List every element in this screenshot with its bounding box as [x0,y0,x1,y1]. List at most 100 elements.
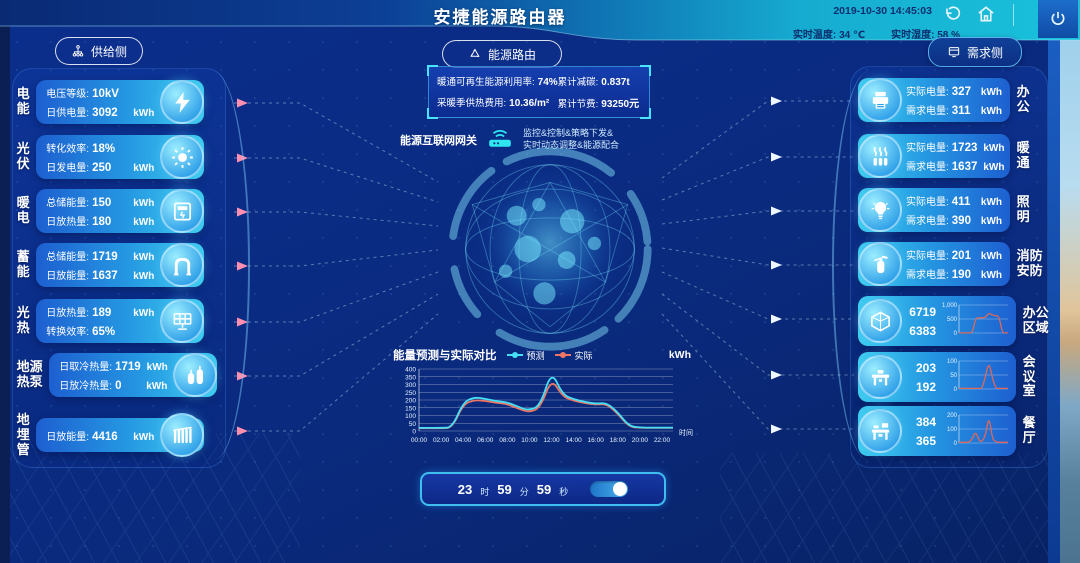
svg-text:350: 350 [405,374,416,381]
sun-icon [160,135,205,179]
minute-field[interactable]: 59 [497,481,512,497]
demand-card[interactable]: 384 365 200 100 0 [858,406,1016,456]
supply-card[interactable]: 总储能量: 150 kWh 日放热量: 180 kWh [36,189,205,233]
demand-item-办公区域: 6719 6383 1,000 500 0 办公区域 [858,296,1049,346]
energy-router-button[interactable]: 能源路由 [442,40,562,68]
recycle-icon [470,48,480,58]
stat-line: 总储能量: 150 kWh [46,197,155,209]
stat-line: 实际电量: 411 kWh [906,196,1002,208]
home-icon[interactable] [976,4,996,24]
side-label: 办公 [1016,84,1030,114]
supply-card[interactable]: 日取冷热量: 1719 kWh 日放冷热量: 0 kWh [49,353,218,397]
toggle-knob [613,482,628,496]
forecast-chart-section: 能量预测与实际对比 预测 实际 kWh 400 350 300 250 200 150 10… [393,347,695,464]
svg-text:时间: 时间 [679,428,693,437]
demand-card[interactable]: 实际电量: 1723 kWh 需求电量: 1637 kWh [858,134,1010,178]
gateway-label: 能源互联网网关 [400,134,477,147]
globe-visualization [437,138,663,360]
supply-side-button[interactable]: 供给侧 [55,37,143,65]
side-label: 餐厅 [1022,415,1036,445]
side-label: 光热 [16,305,30,335]
supply-card[interactable]: 电压等级: 10kV 日供电量: 3092 kWh [36,80,205,124]
svg-text:00:00: 00:00 [411,437,428,444]
svg-text:150: 150 [405,405,416,412]
demand-card[interactable]: 实际电量: 327 kWh 需求电量: 311 kWh [858,78,1010,122]
supply-item-地埋管: 地埋管 日放能量: 4416 kWh [16,412,205,458]
second-field[interactable]: 59 [536,481,552,497]
header-separator [1013,4,1014,26]
router-icon [487,124,513,155]
demand-values: 203 192 [915,360,936,394]
svg-text:06:00: 06:00 [477,437,494,444]
demand-card[interactable]: 203 192 100 50 0 [858,352,1016,402]
left-edge-strip [0,0,10,563]
supply-item-蓄能: 蓄能 总储能量: 1719 kWh 日放能量: 1637 kWh [16,243,205,287]
svg-text:100: 100 [405,413,416,420]
svg-text:400: 400 [405,367,416,374]
svg-text:50: 50 [950,373,957,379]
side-label: 办公区域 [1022,305,1049,335]
stat-line: 日取冷热量: 1719 kWh [59,361,168,373]
stat-line: 日放热量: 189 kWh [46,307,155,319]
building-icon [858,299,902,343]
svg-text:500: 500 [947,317,958,323]
hour-field[interactable]: 23 [457,481,473,497]
svg-text:0: 0 [954,331,958,337]
svg-text:18:00: 18:00 [610,437,627,444]
bulb-icon [858,188,902,232]
demand-side-button[interactable]: 需求侧 [928,37,1022,67]
demand-card[interactable]: 实际电量: 201 kWh 需求电量: 190 kWh [858,242,1010,286]
stat-line: 实际电量: 201 kWh [906,250,1002,262]
stat-line: 需求电量: 390 kWh [906,215,1002,227]
humidity-readout: 实时湿度: 58 % [891,30,960,41]
stat-line: 日放能量: 4416 kWh [46,430,155,443]
demand-card[interactable]: 实际电量: 411 kWh 需求电量: 390 kWh [858,188,1010,232]
play-toggle[interactable] [590,481,629,497]
corner-bracket [640,65,651,76]
stat-line: 日放能量: 1637 kWh [46,270,155,282]
heating-icon [858,134,902,178]
kpi-carbon-saved: 累计减碳: 0.837t [557,77,630,88]
svg-text:10:00: 10:00 [521,437,538,444]
supply-card[interactable]: 日放热量: 189 kWh 转换效率: 65% [36,299,205,343]
supply-card[interactable]: 总储能量: 1719 kWh 日放能量: 1637 kWh [36,243,205,287]
mesh-decoration-right [720,453,1050,563]
kpi-heating-cost: 采暖季供热费用: 10.36/m² [437,98,550,109]
side-label: 地埋管 [16,412,30,457]
side-label: 暖通 [1016,140,1030,170]
stat-line: 日放热量: 180 kWh [46,216,155,228]
legend-actual[interactable]: 实际 [554,349,593,362]
demand-values: 6719 6383 [909,304,936,338]
demand-item-办公: 实际电量: 327 kWh 需求电量: 311 kWh 办公 [858,78,1030,122]
supply-card[interactable]: 日放能量: 4416 kWh [36,413,205,458]
stat-line: 日供电量: 3092 kWh [46,107,155,119]
mini-line-chart: 100 50 0 [947,359,1008,393]
environment-readouts: 实时温度: 34 ℃ 实时湿度: 58 % [793,26,960,41]
svg-text:300: 300 [405,382,416,389]
demand-card[interactable]: 6719 6383 1,000 500 0 [858,296,1016,346]
svg-text:22:00: 22:00 [654,437,671,444]
supply-item-地源热泵: 地源热泵 日取冷热量: 1719 kWh 日放冷热量: 0 kWh [16,353,218,397]
demand-item-会议室: 203 192 100 50 0 会议室 [858,352,1036,402]
legend-forecast[interactable]: 预测 [506,349,545,362]
undo-icon[interactable] [942,4,962,24]
chart-header: 能量预测与实际对比 预测 实际 kWh [393,347,695,363]
extinguisher-icon [858,242,902,286]
power-button[interactable] [1038,0,1078,38]
stat-line: 需求电量: 1637 kWh [906,161,1005,173]
supply-card[interactable]: 转化效率: 18% 日发电量: 250 kWh [36,135,205,179]
supply-item-光热: 光热 日放热量: 189 kWh 转换效率: 65% [16,299,205,343]
side-label: 会议室 [1022,353,1036,399]
stat-line: 总储能量: 1719 kWh [46,251,155,263]
svg-text:100: 100 [947,359,958,365]
stat-line: 实际电量: 327 kWh [906,86,1002,98]
stat-line: 需求电量: 311 kWh [906,105,1002,117]
hour-unit: 时 [480,486,490,497]
svg-text:0: 0 [954,441,958,447]
chart-title: 能量预测与实际对比 [393,350,497,362]
svg-text:12:00: 12:00 [543,437,560,444]
stat-line: 需求电量: 190 kWh [906,269,1002,281]
side-label: 光伏 [16,141,30,171]
time-control: 23 时 59 分 59 秒 [420,472,666,506]
